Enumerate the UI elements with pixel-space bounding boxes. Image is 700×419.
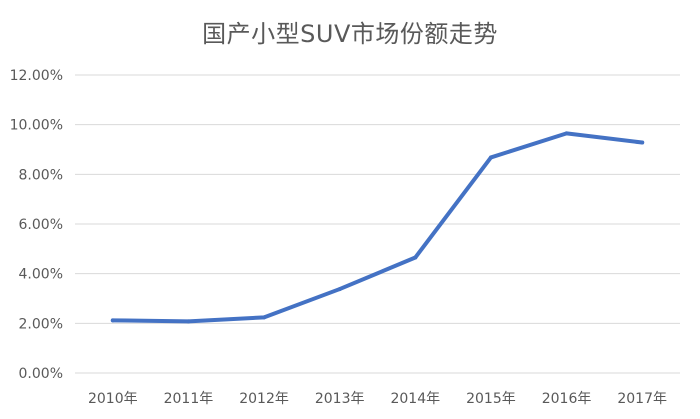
x-tick-label: 2014年 <box>390 391 440 407</box>
x-tick-label: 2015年 <box>466 391 516 407</box>
y-tick-label: 6.00% <box>19 217 63 233</box>
y-tick-label: 12.00% <box>10 68 63 84</box>
y-tick-label: 8.00% <box>19 167 63 183</box>
data-point <box>488 155 493 160</box>
data-point <box>640 140 645 145</box>
data-point <box>110 318 115 323</box>
data-point <box>186 319 191 324</box>
series-line <box>110 131 645 324</box>
data-point <box>564 131 569 136</box>
y-tick-label: 2.00% <box>19 316 63 332</box>
x-tick-label: 2013年 <box>315 391 365 407</box>
chart-title: 国产小型SUV市场份额走势 <box>202 20 498 48</box>
data-point <box>262 315 267 320</box>
y-tick-label: 4.00% <box>19 267 63 283</box>
x-tick-label: 2017年 <box>617 391 667 407</box>
x-tick-label: 2012年 <box>239 391 289 407</box>
x-tick-label: 2016年 <box>542 391 592 407</box>
x-tick-label: 2011年 <box>164 391 214 407</box>
y-tick-label: 0.00% <box>19 366 63 382</box>
data-point <box>337 287 342 292</box>
data-point <box>413 255 418 260</box>
y-tick-label: 10.00% <box>10 118 63 134</box>
x-tick-label: 2010年 <box>88 391 138 407</box>
